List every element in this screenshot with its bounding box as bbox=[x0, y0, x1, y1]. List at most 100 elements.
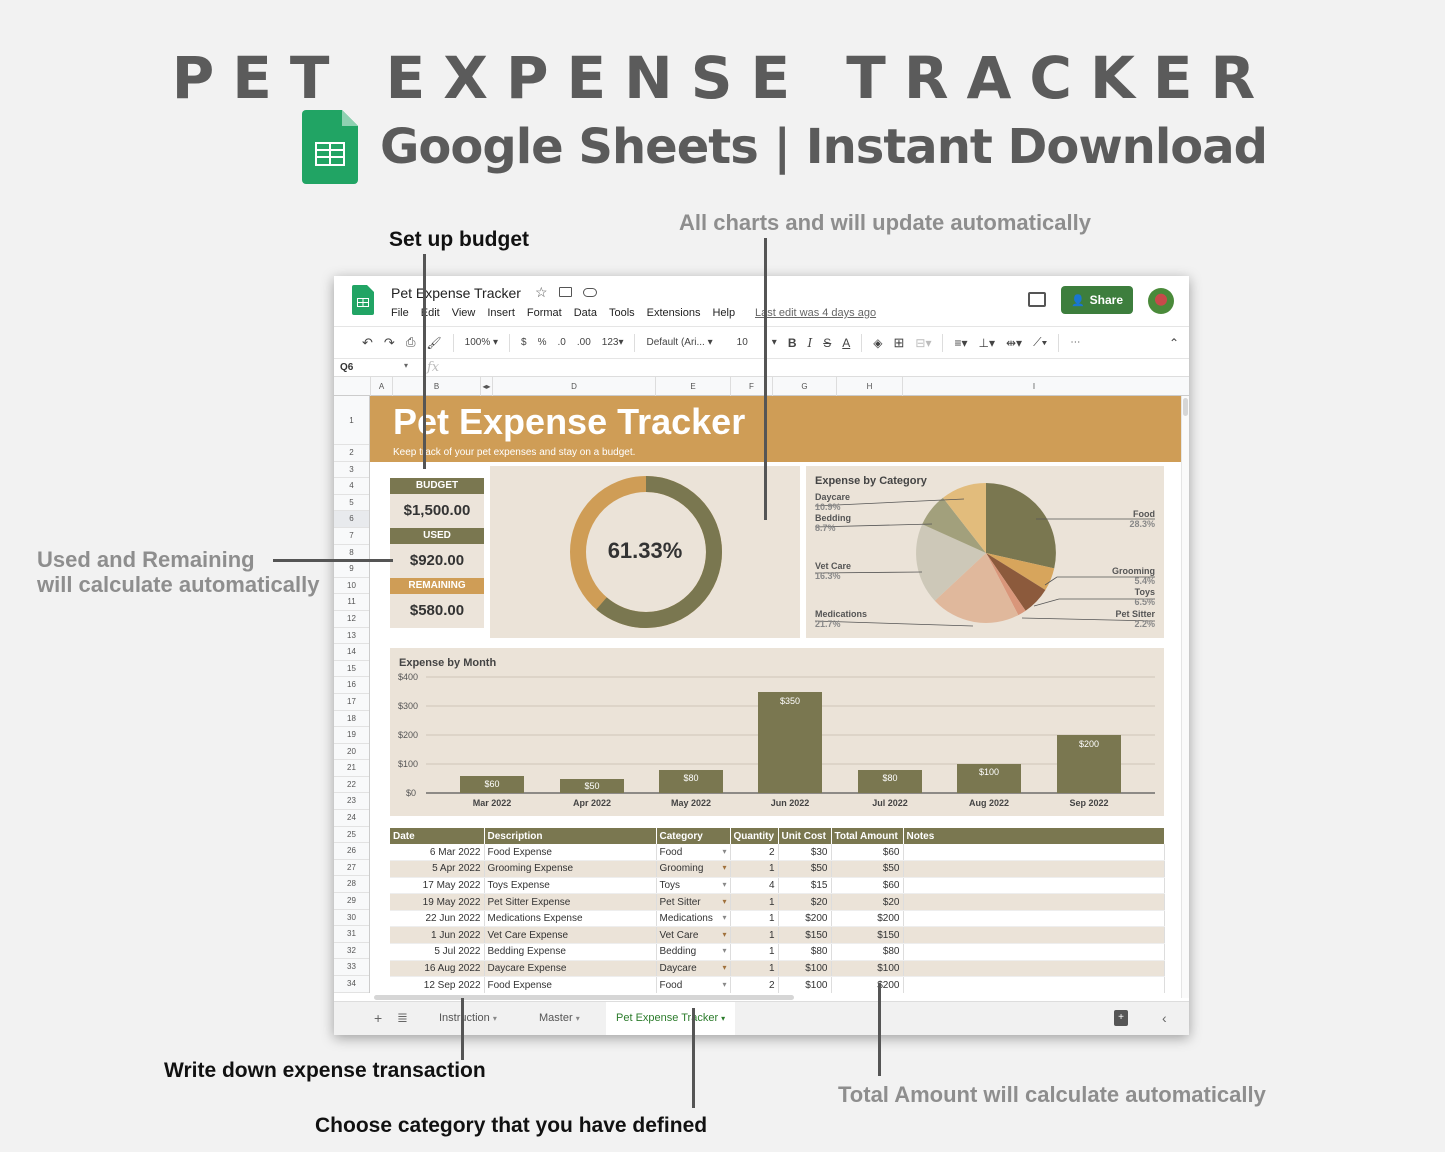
cell-quantity[interactable]: 4 bbox=[730, 877, 779, 895]
cell-date[interactable]: 16 Aug 2022 bbox=[390, 960, 485, 978]
cell-description[interactable]: Grooming Expense bbox=[484, 860, 657, 878]
row-header[interactable]: 24 bbox=[334, 810, 369, 827]
column-header-i[interactable]: I bbox=[902, 377, 1165, 396]
pie-chart[interactable]: Expense by Category bbox=[806, 466, 1164, 638]
italic-button[interactable]: I bbox=[807, 335, 813, 350]
borders-icon[interactable]: ⊞ bbox=[893, 334, 905, 350]
vertical-scroll-thumb[interactable] bbox=[1183, 398, 1188, 416]
cell-notes[interactable] bbox=[903, 976, 1165, 994]
row-header[interactable]: 32 bbox=[334, 943, 369, 960]
row-header[interactable]: 7 bbox=[334, 528, 369, 545]
paint-format-icon[interactable]: 🖌 bbox=[426, 335, 442, 350]
column-header-d[interactable]: D bbox=[492, 377, 655, 396]
collapse-toolbar-icon[interactable]: ⌃ bbox=[1168, 335, 1179, 350]
row-header[interactable]: 18 bbox=[334, 711, 369, 728]
sheets-app-icon[interactable] bbox=[352, 285, 374, 315]
tab-pet-expense-tracker[interactable]: Pet Expense Tracker ▾ bbox=[606, 1002, 736, 1035]
cell-quantity[interactable]: 1 bbox=[730, 860, 779, 878]
currency-format-button[interactable]: $ bbox=[521, 337, 527, 348]
name-box[interactable]: Q6 bbox=[340, 362, 354, 373]
cell-date[interactable]: 17 May 2022 bbox=[390, 877, 485, 895]
cell-category-dropdown[interactable]: Vet Care ▾ bbox=[656, 926, 731, 945]
row-header[interactable]: 16 bbox=[334, 677, 369, 694]
menu-insert[interactable]: Insert bbox=[487, 307, 515, 319]
cell-description[interactable]: Food Expense bbox=[484, 844, 657, 862]
cell-quantity[interactable]: 2 bbox=[730, 976, 779, 994]
row-header[interactable]: 26 bbox=[334, 843, 369, 860]
cell-date[interactable]: 22 Jun 2022 bbox=[390, 910, 485, 928]
cell-quantity[interactable]: 1 bbox=[730, 910, 779, 928]
row-header[interactable]: 28 bbox=[334, 876, 369, 894]
row-header[interactable]: 33 bbox=[334, 959, 369, 976]
column-header-g[interactable]: G bbox=[772, 377, 836, 396]
cell-date[interactable]: 6 Mar 2022 bbox=[390, 844, 485, 862]
vertical-align-icon[interactable]: ⊥▾ bbox=[978, 335, 995, 350]
row-header[interactable]: 2 bbox=[334, 445, 369, 462]
bar-chart[interactable]: Expense by Month $400 $300 $200 $100 $0 bbox=[390, 648, 1164, 816]
more-formats-button[interactable]: 123▾ bbox=[601, 337, 624, 348]
zoom-select[interactable]: 100% ▾ bbox=[464, 337, 499, 348]
row-header[interactable]: 14 bbox=[334, 644, 369, 661]
menu-tools[interactable]: Tools bbox=[608, 307, 635, 319]
menu-view[interactable]: View bbox=[451, 307, 476, 319]
tab-instruction[interactable]: Instruction ▾ bbox=[439, 1012, 497, 1024]
row-header[interactable]: 17 bbox=[334, 694, 369, 711]
budget-value[interactable]: $1,500.00 bbox=[390, 494, 484, 528]
horizontal-scrollbar[interactable] bbox=[370, 993, 1169, 1001]
cell-category-dropdown[interactable]: Pet Sitter ▾ bbox=[656, 893, 731, 911]
cell-date[interactable]: 12 Sep 2022 bbox=[390, 976, 485, 994]
last-edit-link[interactable]: Last edit was 4 days ago bbox=[755, 307, 877, 319]
cell-description[interactable]: Vet Care Expense bbox=[484, 926, 657, 945]
cell-unit-cost[interactable]: $80 bbox=[778, 943, 832, 961]
strikethrough-button[interactable]: S bbox=[823, 335, 832, 350]
print-icon[interactable]: ⎙ bbox=[405, 335, 416, 349]
cell-notes[interactable] bbox=[903, 926, 1165, 945]
cell-notes[interactable] bbox=[903, 844, 1165, 862]
row-header[interactable]: 34 bbox=[334, 976, 369, 993]
menu-help[interactable]: Help bbox=[712, 307, 736, 319]
row-header[interactable]: 21 bbox=[334, 760, 369, 777]
column-header-f[interactable]: F bbox=[730, 377, 772, 396]
cell-category-dropdown[interactable]: Grooming ▾ bbox=[656, 860, 731, 878]
font-size-dropdown-icon[interactable]: ▾ bbox=[771, 337, 777, 348]
row-header[interactable]: 5 bbox=[334, 495, 369, 512]
cell-notes[interactable] bbox=[903, 960, 1165, 978]
tab-master[interactable]: Master ▾ bbox=[539, 1012, 580, 1024]
cell-category-dropdown[interactable]: Daycare ▾ bbox=[656, 960, 731, 978]
decrease-decimal-button[interactable]: .0 bbox=[557, 337, 566, 348]
explore-icon[interactable]: + bbox=[1114, 1010, 1128, 1026]
cell-description[interactable]: Daycare Expense bbox=[484, 960, 657, 978]
sheet-grid[interactable]: Pet Expense Tracker Keep track of your p… bbox=[370, 396, 1181, 998]
menu-file[interactable]: File bbox=[391, 307, 409, 319]
cell-notes[interactable] bbox=[903, 943, 1165, 961]
cell-category-dropdown[interactable]: Medications ▾ bbox=[656, 910, 731, 928]
cell-notes[interactable] bbox=[903, 910, 1165, 928]
horizontal-align-icon[interactable]: ≡▾ bbox=[954, 335, 968, 350]
merge-cells-icon[interactable]: ⊟▾ bbox=[915, 335, 932, 350]
cloud-status-icon[interactable] bbox=[583, 288, 597, 297]
cell-unit-cost[interactable]: $15 bbox=[778, 877, 832, 895]
column-header-a[interactable]: A bbox=[370, 377, 392, 396]
cell-date[interactable]: 5 Jul 2022 bbox=[390, 943, 485, 961]
text-rotate-icon[interactable]: ⟋▾ bbox=[1033, 335, 1048, 349]
cell-unit-cost[interactable]: $100 bbox=[778, 976, 832, 994]
row-header-selected[interactable]: 6 bbox=[334, 511, 369, 528]
row-header[interactable]: 3 bbox=[334, 462, 369, 479]
font-select[interactable]: Default (Ari... ▾ bbox=[646, 337, 713, 348]
cell-quantity[interactable]: 2 bbox=[730, 844, 779, 862]
cell-quantity[interactable]: 1 bbox=[730, 943, 779, 961]
user-avatar[interactable] bbox=[1148, 288, 1174, 314]
star-icon[interactable]: ☆ bbox=[535, 284, 548, 300]
row-header[interactable]: 9 bbox=[334, 561, 369, 578]
cell-unit-cost[interactable]: $200 bbox=[778, 910, 832, 928]
cell-unit-cost[interactable]: $20 bbox=[778, 893, 832, 911]
add-sheet-icon[interactable]: + bbox=[374, 1010, 383, 1026]
percent-format-button[interactable]: % bbox=[537, 337, 547, 348]
row-header[interactable]: 13 bbox=[334, 628, 369, 645]
collapse-panel-icon[interactable]: ‹ bbox=[1162, 1010, 1167, 1026]
row-header[interactable]: 11 bbox=[334, 594, 369, 611]
cell-category-dropdown[interactable]: Toys ▾ bbox=[656, 877, 731, 895]
cell-notes[interactable] bbox=[903, 860, 1165, 878]
row-header[interactable]: 22 bbox=[334, 777, 369, 794]
increase-decimal-button[interactable]: .00 bbox=[576, 337, 591, 348]
